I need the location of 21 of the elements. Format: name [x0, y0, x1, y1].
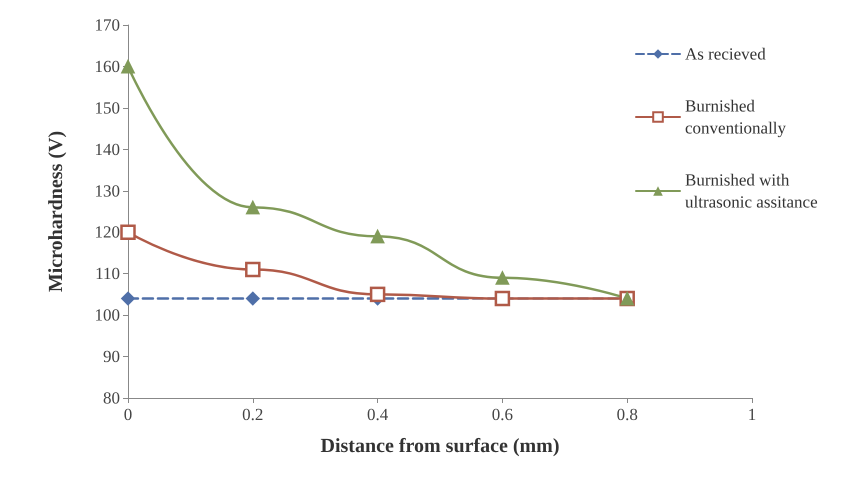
y-tick-label: 80 — [103, 388, 120, 408]
y-tick-label: 170 — [94, 16, 120, 34]
x-tick-label: 0.6 — [492, 405, 514, 424]
y-tick-label: 130 — [94, 181, 120, 200]
legend-label: As recieved — [685, 44, 766, 64]
y-axis-title: Microhardness (V) — [45, 130, 67, 292]
y-tick-label: 140 — [94, 140, 120, 159]
y-tick-label: 150 — [94, 98, 120, 118]
legend-label: Burnished conventionally — [685, 96, 787, 138]
y-tick-label: 120 — [94, 222, 120, 242]
y-tick-label: 100 — [94, 306, 120, 325]
y-tick-label: 160 — [94, 56, 120, 76]
x-axis-title: Distance from surface (mm) — [320, 435, 560, 457]
x-tick-label: 1 — [748, 405, 756, 424]
x-tick-label: 0.8 — [616, 405, 638, 424]
legend-label: Burnished with ultrasonic assitance — [685, 170, 818, 212]
y-tick-label: 110 — [95, 264, 120, 284]
x-tick-label: 0.2 — [242, 405, 264, 424]
x-tick-label: 0 — [124, 405, 132, 424]
x-tick-label: 0.4 — [366, 405, 389, 424]
y-tick-label: 90 — [103, 347, 120, 366]
